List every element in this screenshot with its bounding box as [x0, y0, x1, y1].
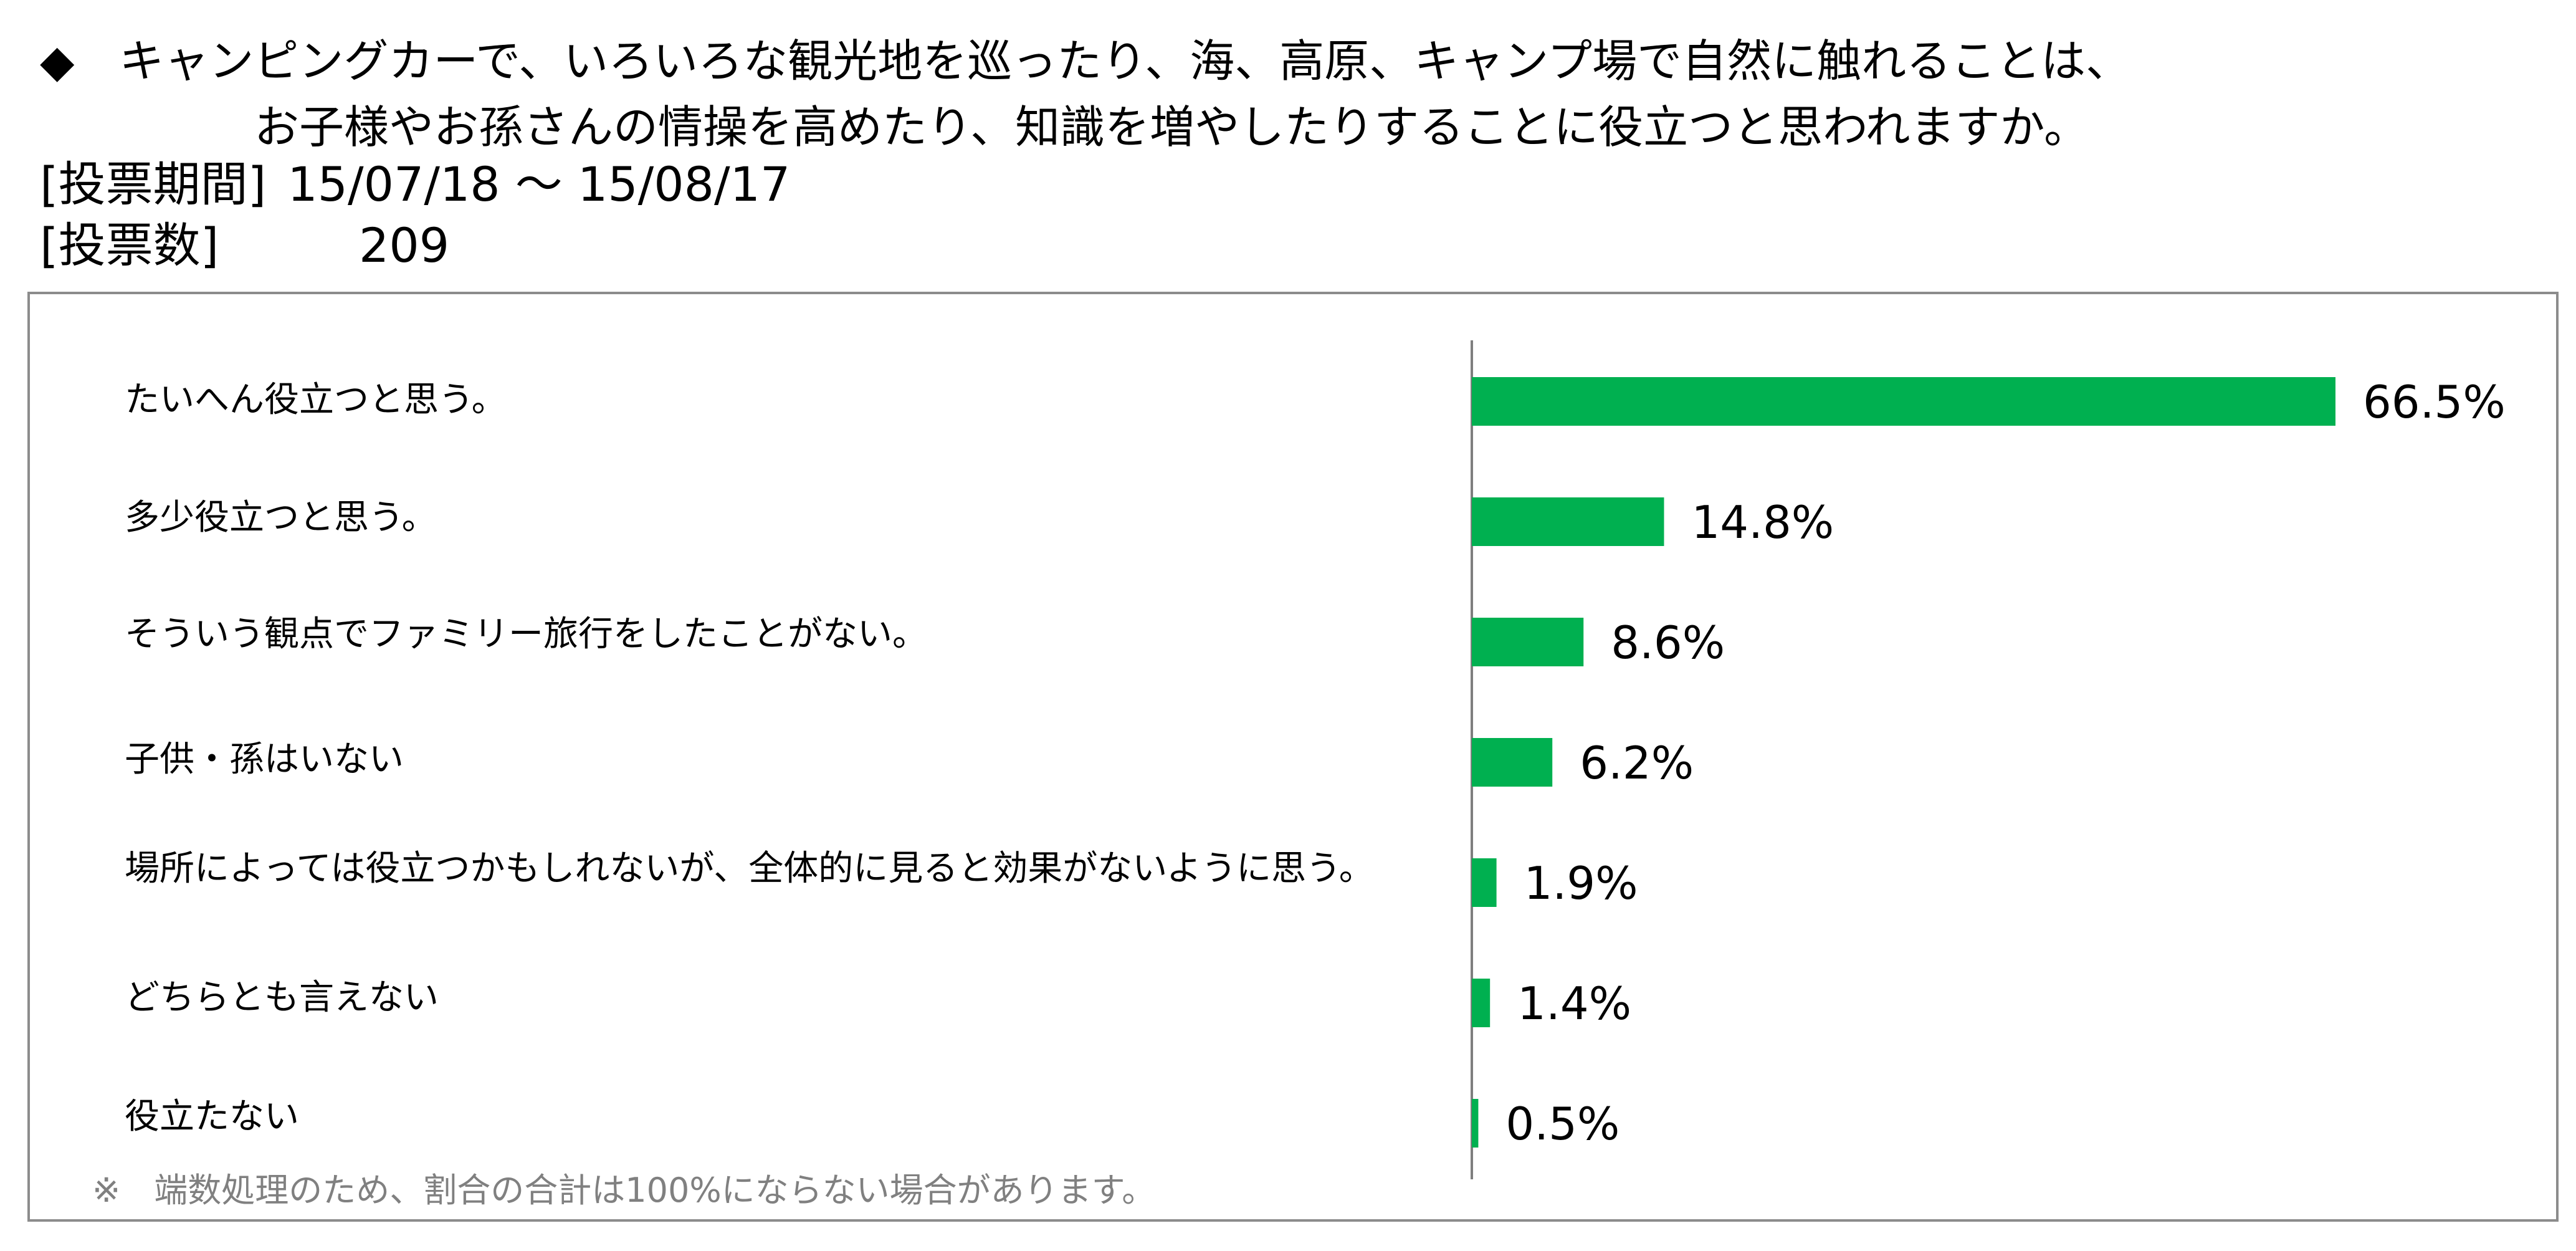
bar: [1472, 377, 2335, 426]
vote-count-label: [投票数]: [40, 218, 219, 273]
value-label: 0.5%: [1505, 1098, 1620, 1150]
value-label: 1.4%: [1517, 977, 1631, 1030]
bar: [1472, 1099, 1479, 1148]
bar: [1472, 979, 1491, 1027]
bar: [1472, 618, 1584, 666]
question-line-1: ◆ キャンピングカーで、いろいろな観光地を巡ったり、海、高原、キャンプ場で自然に…: [40, 35, 2130, 87]
bar: [1472, 858, 1497, 907]
category-label: 場所によっては役立つかもしれないが、全体的に見ると効果がないように思う。: [125, 848, 1374, 889]
bar: [1472, 497, 1664, 546]
value-label: 6.2%: [1580, 737, 1694, 789]
chart-frame: 66.5% たいへん役立つと思う。 14.8% 多少役立つと思う。 8.6% そういう観点…: [27, 292, 2559, 1222]
category-label: 多少役立つと思う。: [125, 497, 437, 538]
vote-count-value: 209: [359, 218, 450, 273]
category-label: 子供・孫はいない: [125, 739, 404, 780]
voting-period-value: 15/07/18 ～ 15/08/17: [287, 156, 791, 212]
question-line-2: お子様やお孫さんの情操を高めたり、知識を増やしたりすることに役立つと思われますか…: [254, 101, 2089, 153]
category-label: たいへん役立つと思う。: [125, 380, 507, 420]
value-label: 14.8%: [1691, 496, 1834, 549]
question-text-1: キャンピングカーで、いろいろな観光地を巡ったり、海、高原、キャンプ場で自然に触れ…: [119, 35, 2131, 87]
category-label: どちらとも言えない: [125, 977, 439, 1018]
voting-period: [投票期間] 15/07/18 ～ 15/08/17: [40, 157, 790, 212]
category-label: そういう観点でファミリー旅行をしたことがない。: [125, 614, 927, 654]
bullet-icon: ◆: [40, 35, 75, 87]
bar: [1472, 738, 1553, 787]
bar-chart: 66.5% たいへん役立つと思う。 14.8% 多少役立つと思う。 8.6% そういう観点…: [125, 340, 2506, 1179]
voting-period-label: [投票期間]: [40, 156, 267, 212]
vote-count: [投票数] 209: [40, 218, 449, 273]
value-label: 1.9%: [1524, 857, 1638, 909]
value-label: 8.6%: [1611, 616, 1725, 669]
footnote: ※ 端数処理のため、割合の合計は100%にならない場合があります。: [92, 1171, 1156, 1210]
category-label: 役立たない: [125, 1096, 299, 1137]
value-label: 66.5%: [2363, 376, 2506, 428]
